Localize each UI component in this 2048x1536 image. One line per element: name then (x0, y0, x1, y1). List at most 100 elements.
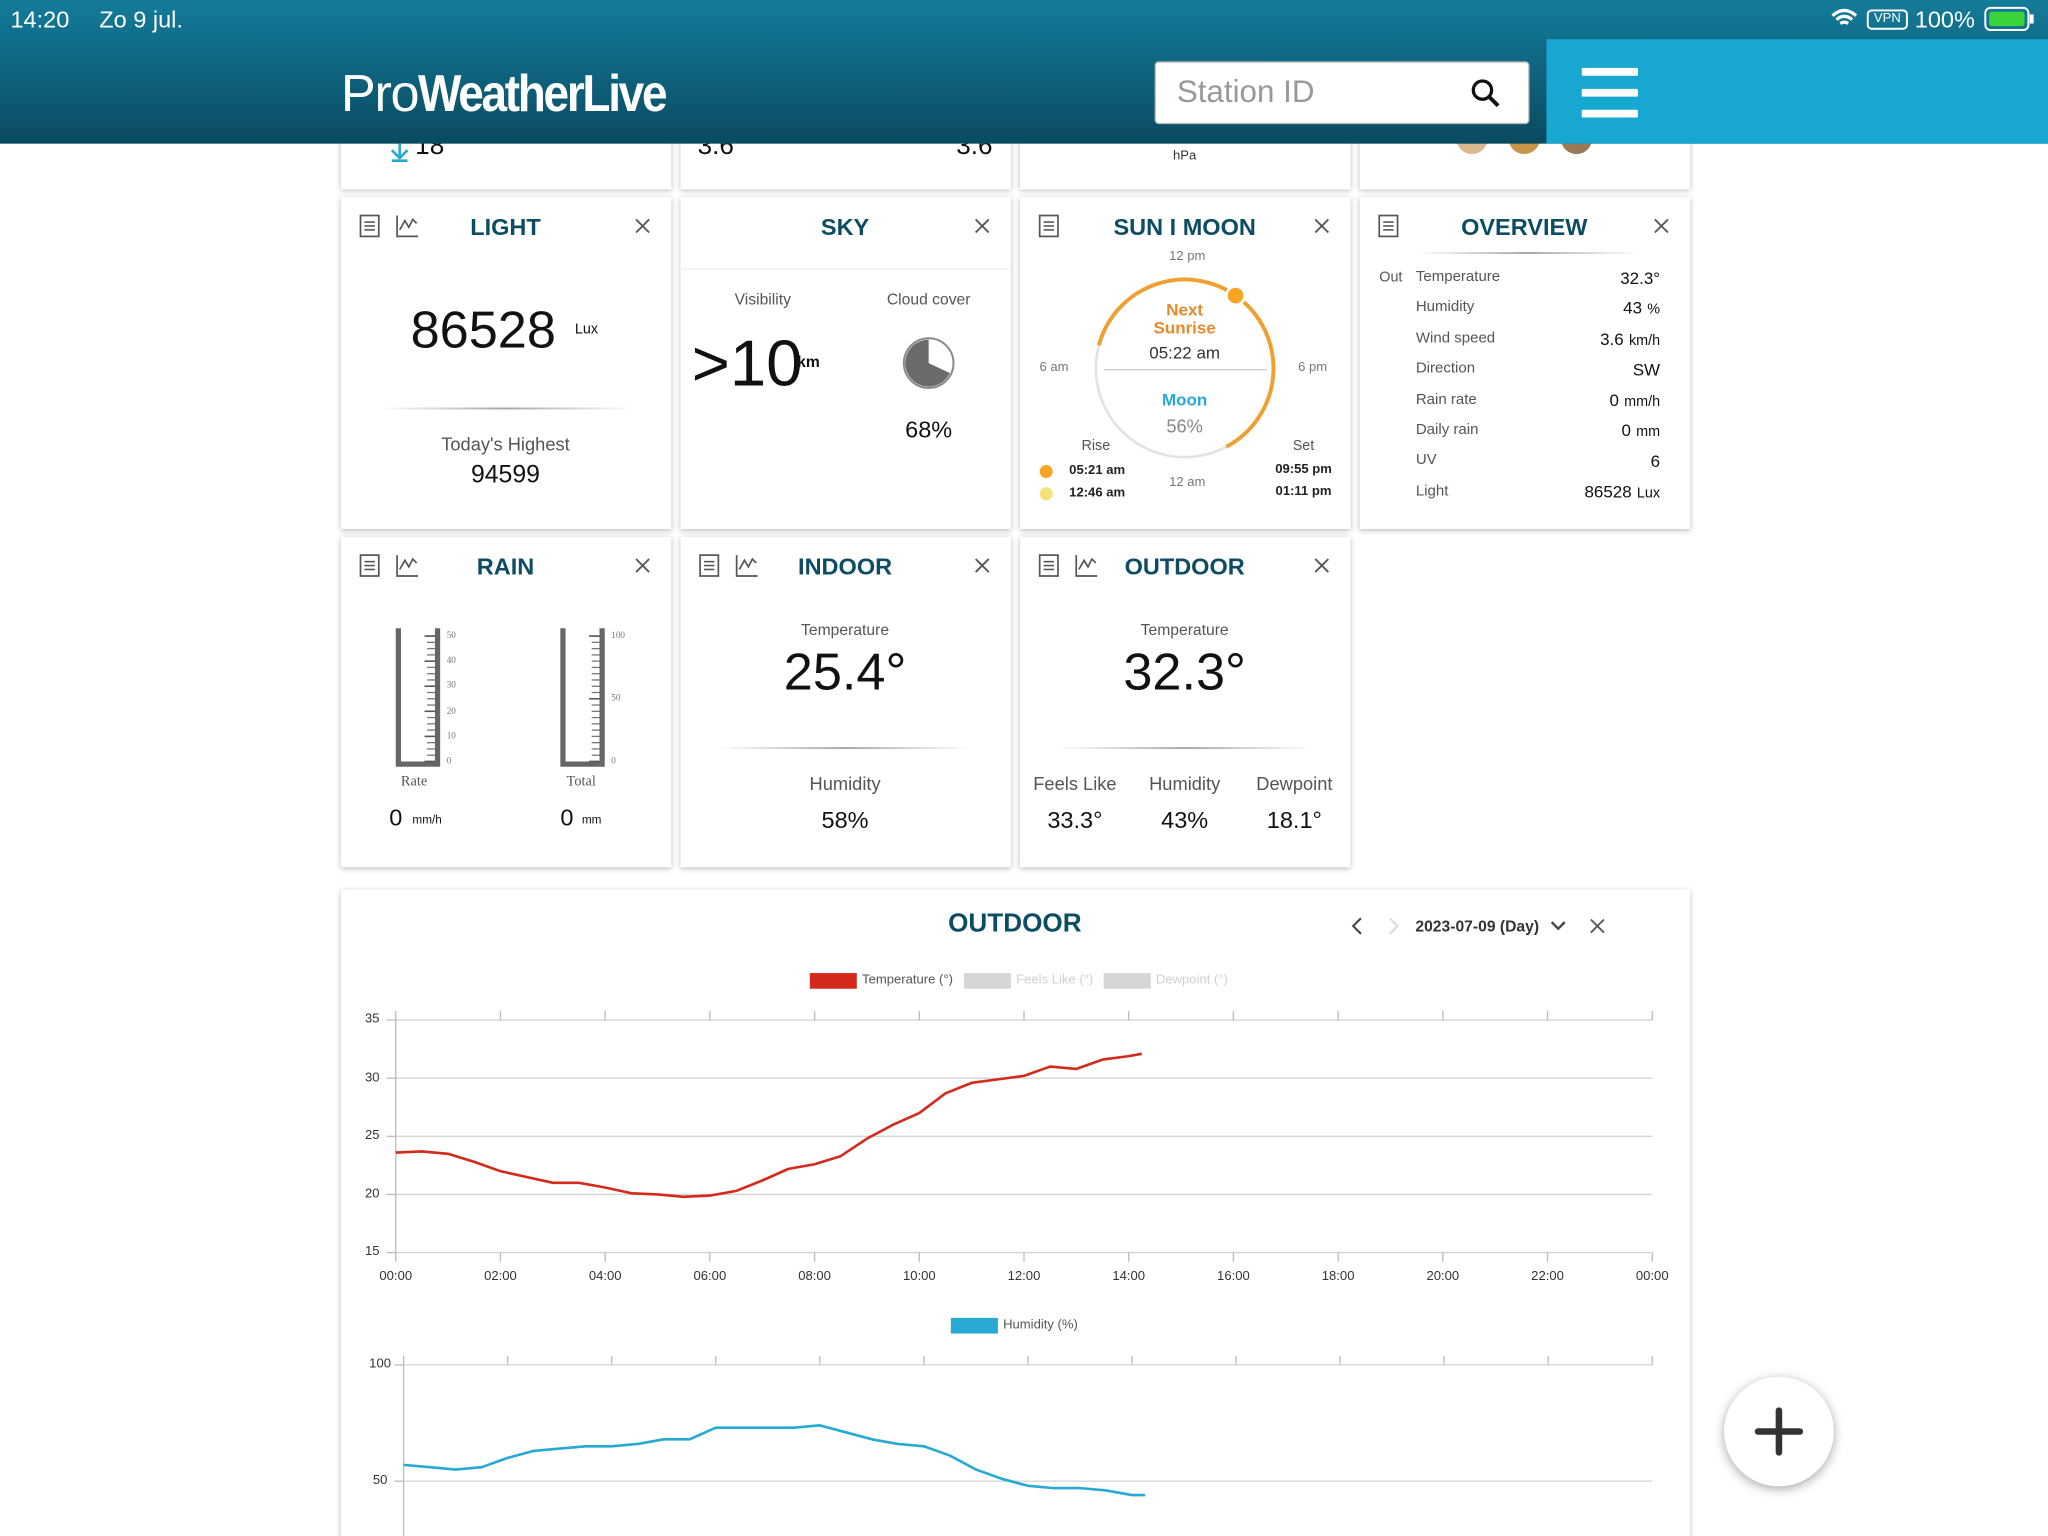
label: Rain rate (1415, 391, 1477, 408)
sun-position (1225, 285, 1247, 307)
legend-label[interactable]: Humidity (%) (1003, 1317, 1078, 1333)
label: 25.4° (783, 643, 907, 702)
label: Daily rain (1415, 422, 1479, 438)
legend-label[interactable]: Dewpoint (°) (1155, 973, 1228, 988)
battery (1984, 6, 2030, 32)
label: Today's Highest (441, 433, 570, 455)
search-icon[interactable] (1471, 79, 1494, 101)
label: Sunrise (1153, 318, 1216, 338)
card (340, 197, 672, 529)
value: 6 (1650, 451, 1661, 472)
legend-label[interactable]: Feels Like (°) (1016, 973, 1094, 988)
prev-button[interactable] (1351, 917, 1362, 935)
gauge-tick-label: 10 (446, 730, 456, 741)
gauge-tick-label: 0 (611, 755, 616, 767)
x-tick-label: 18:00 (1321, 1269, 1355, 1284)
value: 86528 (1584, 481, 1632, 502)
label: Rise (1081, 438, 1111, 454)
overview-value: 3.6 km/h (1600, 330, 1660, 348)
label: 18.1° (1266, 807, 1322, 834)
logo: WeatherLive (417, 65, 668, 123)
light-value: 86528 (410, 301, 556, 360)
gauge-tick-label: 20 (446, 705, 456, 716)
close-icon[interactable] (975, 558, 990, 573)
card (340, 889, 1691, 1536)
overview-value: 32.3° (1620, 270, 1660, 287)
label: 05:22 am (1149, 342, 1221, 363)
close-icon[interactable] (1314, 558, 1329, 573)
x-tick-label: 00:00 (1635, 1269, 1669, 1284)
label: 12:46 am (1069, 485, 1126, 501)
period-select[interactable]: 2023-07-09 (Day) (1415, 916, 1540, 936)
separator (1417, 252, 1640, 255)
separator (1057, 747, 1313, 750)
label: mm/h (412, 813, 442, 827)
value: SW (1632, 360, 1661, 380)
y-tick-label: 25 (364, 1128, 380, 1143)
label: Moon (1162, 389, 1208, 410)
x-tick-label: 14:00 (1112, 1269, 1146, 1284)
add-button[interactable] (1724, 1376, 1834, 1487)
y-tick-label: 35 (364, 1012, 380, 1027)
x-tick-label: 10:00 (902, 1269, 936, 1284)
label: UV (1415, 452, 1437, 469)
close-icon[interactable] (1314, 218, 1329, 234)
header: 14:20 Zo 9 jul. VPN 100% Pro WeatherLive Stati… (0, 0, 2048, 144)
gauge-tick-label: 0 (446, 755, 452, 767)
next-button[interactable] (1388, 917, 1400, 935)
panel-title: OUTDOOR (948, 909, 1082, 938)
unit: % (1647, 302, 1661, 318)
chart-icon (1075, 555, 1098, 577)
search-box[interactable] (1154, 61, 1530, 125)
close-icon[interactable] (975, 218, 990, 234)
y-tick-label: 50 (372, 1473, 388, 1488)
separator (378, 407, 634, 410)
x-tick-label: 16:00 (1217, 1269, 1250, 1284)
y-tick-label: 30 (364, 1070, 380, 1085)
gauge-tick-label: 40 (446, 655, 456, 666)
label: 68% (905, 416, 953, 443)
y-tick-label: 15 (364, 1244, 380, 1260)
label: 32.3° (1123, 643, 1246, 702)
list-icon (1038, 214, 1059, 238)
battery-level (1989, 11, 2025, 27)
close-icon[interactable] (635, 218, 650, 234)
label: Humidity (1149, 773, 1221, 795)
label: Next (1166, 299, 1204, 320)
gauge-body (395, 628, 441, 767)
gauge-tick-label: 30 (446, 680, 456, 691)
separator (718, 747, 974, 750)
arrow-down-icon (390, 143, 409, 162)
legend-label[interactable]: Temperature (°) (862, 973, 953, 988)
label: 94599 (470, 461, 540, 490)
label: Cloud cover (886, 289, 971, 309)
card (1020, 536, 1351, 868)
vpn-label: VPN (1873, 11, 1901, 27)
x-tick-label: 00:00 (379, 1269, 413, 1284)
close-icon[interactable] (1590, 918, 1605, 934)
label: Direction (1415, 361, 1476, 377)
gauge-tick-label: 50 (446, 630, 456, 641)
value: 0 (1621, 420, 1631, 441)
x-tick-label: 04:00 (588, 1269, 622, 1284)
x-tick-label: 02:00 (484, 1269, 517, 1284)
label: Lux (574, 321, 599, 338)
label: Humidity (809, 773, 881, 795)
card (1020, 197, 1351, 529)
label: 12 pm (1169, 249, 1206, 264)
search-placeholder[interactable]: Station ID (1176, 74, 1315, 110)
label: 58% (821, 807, 869, 834)
legend-swatch (809, 973, 857, 989)
close-icon[interactable] (635, 558, 650, 573)
label: 05:21 am (1069, 463, 1126, 479)
label: 09:55 pm (1275, 462, 1332, 477)
card-title: OUTDOOR (1124, 553, 1245, 580)
close-icon[interactable] (1654, 218, 1669, 234)
label: Light (1415, 483, 1449, 499)
visibility-value: >10 (691, 326, 803, 400)
x-tick-label: 22:00 (1531, 1269, 1564, 1284)
card-title: INDOOR (798, 553, 893, 580)
chart-icon (396, 555, 418, 577)
card (680, 197, 1011, 529)
